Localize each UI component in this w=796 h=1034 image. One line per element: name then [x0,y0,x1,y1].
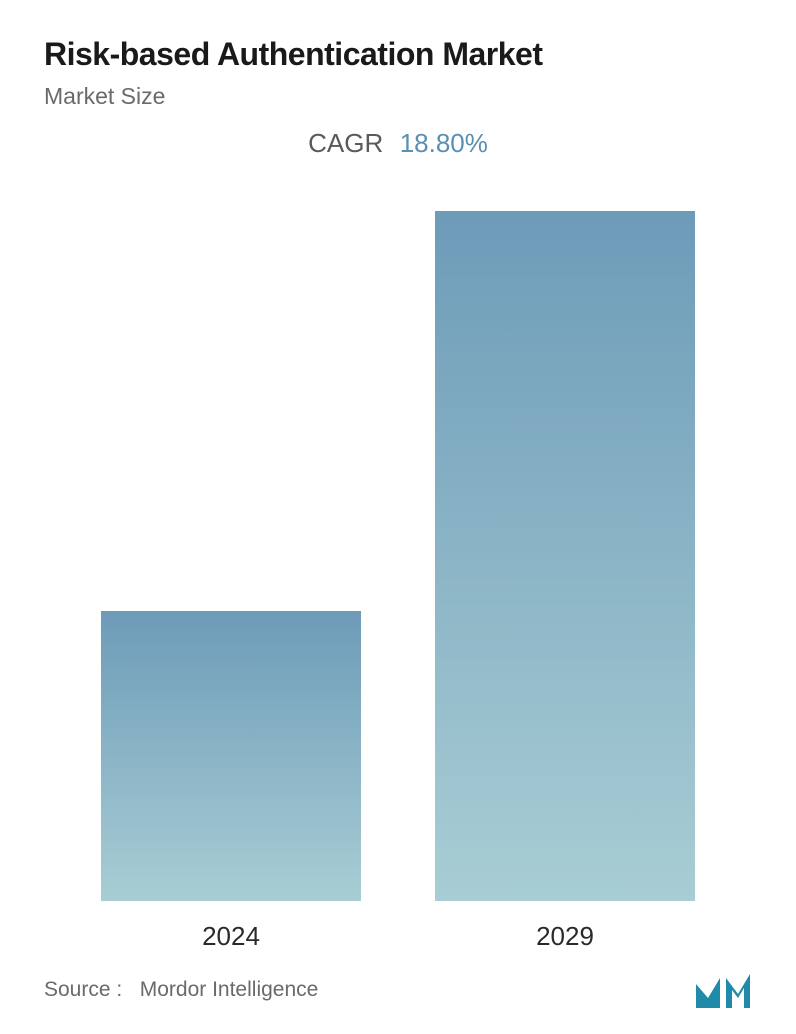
chart-title: Risk-based Authentication Market [44,36,752,73]
source-text: Source : Mordor Intelligence [44,978,318,1002]
source-prefix: Source : [44,978,122,1001]
cagr-row: CAGR 18.80% [44,128,752,159]
chart-container: Risk-based Authentication Market Market … [0,0,796,1034]
bar-2024 [101,611,361,901]
brand-logo-icon [694,970,752,1010]
chart-footer: Source : Mordor Intelligence [44,952,752,1034]
bar-chart: 2024 2029 [44,187,752,952]
cagr-value: 18.80% [400,128,488,158]
source-name: Mordor Intelligence [140,978,319,1001]
bar-label-2029: 2029 [536,921,594,952]
bar-group-1: 2029 [425,211,705,952]
bar-label-2024: 2024 [202,921,260,952]
chart-subtitle: Market Size [44,83,752,110]
cagr-label: CAGR [308,128,383,158]
bar-group-0: 2024 [91,611,371,952]
bar-2029 [435,211,695,901]
